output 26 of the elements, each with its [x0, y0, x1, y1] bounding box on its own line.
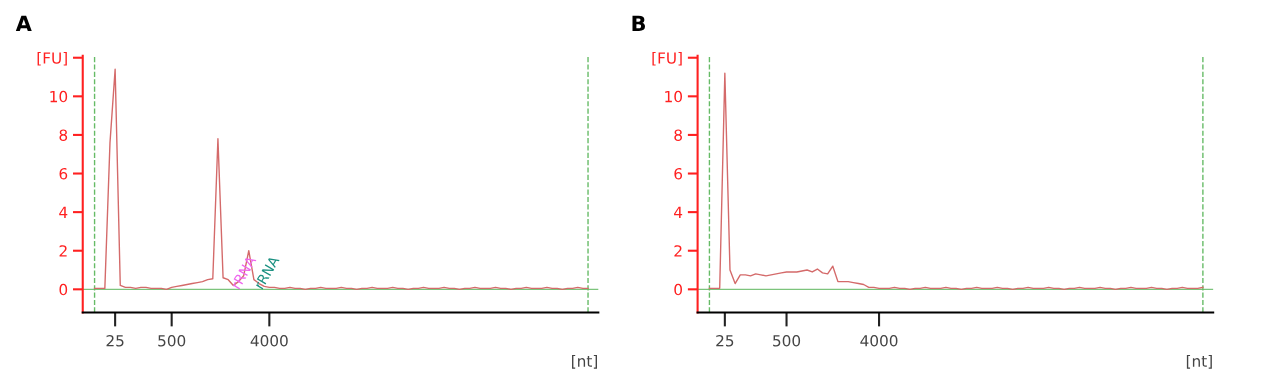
y-tick-label: 4: [674, 206, 683, 218]
y-tick-label: 2: [59, 245, 67, 257]
x-tick-label: 4000: [860, 334, 898, 347]
y-tick-label: 10: [665, 90, 683, 103]
y-tick-label: [FU]: [652, 51, 682, 66]
chart-title: A: [15, 15, 32, 31]
x-tick-label: 25: [106, 334, 124, 347]
y-tick-label: 4: [59, 206, 68, 218]
y-tick-label: 8: [59, 129, 68, 141]
x-tick-label: 500: [773, 334, 801, 347]
x-tick-label: 25: [716, 334, 734, 347]
line-series: [708, 72, 1204, 291]
x-axis-title: [nt]: [572, 355, 597, 369]
y-tick-label: 10: [50, 90, 68, 103]
chart-title: B: [632, 15, 645, 31]
x-axis-title: [nt]: [1186, 355, 1212, 369]
y-tick-label: 0: [59, 283, 68, 296]
y-tick-label: 0: [674, 283, 683, 296]
y-tick-label: 2: [674, 245, 682, 257]
y-tick-label: 6: [59, 167, 68, 180]
line-series: [93, 68, 589, 291]
y-tick-label: [FU]: [37, 51, 67, 66]
x-tick-label: 500: [158, 334, 186, 347]
x-tick-label: 4000: [250, 334, 288, 347]
y-tick-label: 8: [674, 129, 682, 141]
y-tick-label: 6: [674, 167, 683, 180]
